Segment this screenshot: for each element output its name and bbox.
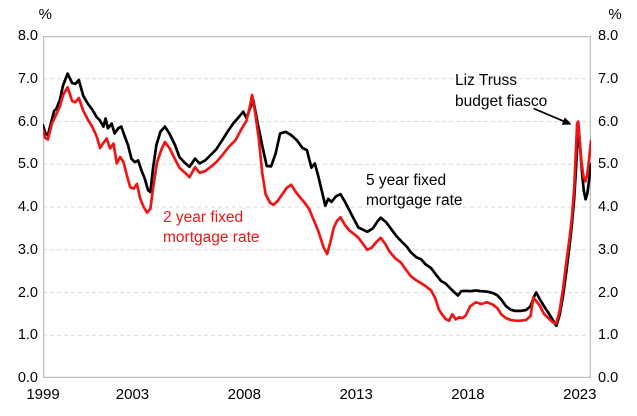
series-line-two_year: [43, 85, 591, 325]
y-tick-label: 7.0: [598, 70, 619, 87]
y-tick-label: 2.0: [17, 284, 38, 301]
series-label-2-year-line1: 2 year fixed: [163, 209, 244, 226]
annotation-line2: budget fiasco: [455, 93, 548, 110]
y-tick-label: 7.0: [17, 70, 38, 87]
x-tick-label: 2013: [339, 386, 373, 403]
x-tick-label: 2018: [451, 386, 485, 403]
plot-frame: [43, 36, 591, 378]
annotation-arrow-icon: [561, 117, 572, 125]
y-tick-label: 8.0: [598, 28, 619, 44]
series-label-2-year: 2 year fixed mortgage rate: [163, 208, 260, 248]
x-tick-label: 2008: [227, 386, 261, 403]
y-tick-label: 3.0: [17, 241, 38, 258]
y-axis-unit-right: %: [608, 6, 622, 23]
series-label-5-year: 5 year fixed mortgage rate: [366, 171, 463, 211]
y-tick-label: 1.0: [598, 327, 619, 344]
plot-area: [43, 36, 591, 378]
x-tick-label: 1999: [26, 386, 60, 403]
annotation-arrow-line: [533, 107, 566, 123]
annotation-line1: Liz Truss: [455, 72, 518, 89]
series-label-5-year-line2: mortgage rate: [366, 192, 463, 209]
series-label-2-year-line2: mortgage rate: [163, 229, 260, 246]
x-tick-label: 2003: [115, 386, 150, 403]
series-label-5-year-line1: 5 year fixed: [366, 172, 447, 189]
y-tick-label: 5.0: [17, 156, 38, 173]
y-tick-label: 1.0: [17, 327, 38, 344]
y-tick-label: 8.0: [17, 28, 38, 44]
y-tick-label: 5.0: [598, 156, 619, 173]
x-tick-label: 2023: [563, 386, 597, 403]
annotation-liz-truss: Liz Truss budget fiasco: [455, 70, 547, 112]
y-tick-label: 6.0: [598, 113, 619, 130]
y-tick-label: 4.0: [598, 199, 619, 215]
y-axis-unit-left: %: [38, 6, 52, 23]
y-tick-label: 0.0: [17, 370, 38, 386]
y-tick-label: 3.0: [598, 241, 619, 258]
y-axis-labels-right: 0.0 1.0 2.0 3.0 4.0 5.0 6.0 7.0 8.0: [598, 0, 637, 416]
y-axis-labels-left: 0.0 1.0 2.0 3.0 4.0 5.0 6.0 7.0 8.0: [0, 0, 38, 416]
y-tick-label: 4.0: [17, 199, 38, 215]
y-tick-label: 6.0: [17, 113, 38, 130]
y-tick-label: 0.0: [598, 370, 619, 386]
y-tick-label: 2.0: [598, 284, 619, 301]
